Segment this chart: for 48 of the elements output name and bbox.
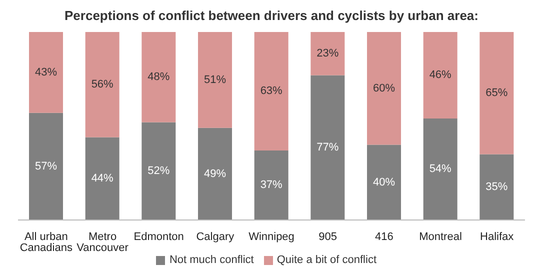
legend-label: Not much conflict bbox=[169, 254, 254, 266]
data-label: 49% bbox=[204, 168, 226, 180]
data-label: 43% bbox=[34, 66, 58, 78]
data-label: 37% bbox=[260, 179, 283, 192]
bar bbox=[423, 32, 458, 118]
bar bbox=[367, 32, 401, 145]
data-label: 44% bbox=[91, 172, 114, 185]
data-label: 51% bbox=[204, 74, 226, 86]
bar bbox=[29, 112, 63, 220]
data-label: 56% bbox=[91, 78, 114, 91]
bar bbox=[480, 154, 514, 220]
bar bbox=[480, 32, 514, 154]
data-label: 23% bbox=[316, 48, 339, 60]
x-tick-label: 905 bbox=[318, 230, 338, 243]
x-tick-label: Edmonton bbox=[134, 230, 184, 243]
x-tick-label: 416 bbox=[374, 230, 394, 243]
bar bbox=[310, 75, 345, 220]
x-tick-label: Metro Vancouver bbox=[76, 230, 129, 254]
data-label: 54% bbox=[429, 163, 452, 176]
bar bbox=[29, 32, 63, 113]
bar bbox=[85, 32, 120, 138]
data-label: 63% bbox=[260, 85, 283, 98]
bar bbox=[85, 137, 120, 220]
bar bbox=[198, 128, 232, 220]
x-tick-label: All urban Canadians bbox=[20, 230, 73, 254]
data-label: 35% bbox=[486, 181, 508, 194]
bar bbox=[367, 144, 401, 220]
data-label: 60% bbox=[372, 82, 396, 94]
bar bbox=[142, 32, 176, 122]
bar bbox=[310, 32, 345, 76]
x-tick-label: Montreal bbox=[419, 230, 462, 243]
data-label: 40% bbox=[372, 176, 396, 188]
bar bbox=[142, 122, 176, 220]
data-label: 77% bbox=[316, 142, 339, 154]
data-label: 65% bbox=[486, 87, 508, 100]
bar bbox=[198, 32, 232, 128]
bar bbox=[254, 32, 288, 150]
data-label: 48% bbox=[148, 71, 170, 84]
x-tick-label: Winnipeg bbox=[248, 230, 294, 243]
data-label: 52% bbox=[148, 165, 170, 178]
x-tick-label: Calgary bbox=[196, 230, 235, 243]
data-label: 57% bbox=[34, 160, 58, 172]
legend-label: Quite a bit of conflict bbox=[276, 254, 377, 266]
chart-title: Perceptions of conflict between drivers and cyclists by urban area: bbox=[64, 8, 480, 25]
x-tick-label: Halifax bbox=[480, 230, 514, 243]
data-label: 46% bbox=[429, 69, 452, 82]
bar bbox=[423, 118, 458, 220]
bar bbox=[254, 150, 288, 220]
